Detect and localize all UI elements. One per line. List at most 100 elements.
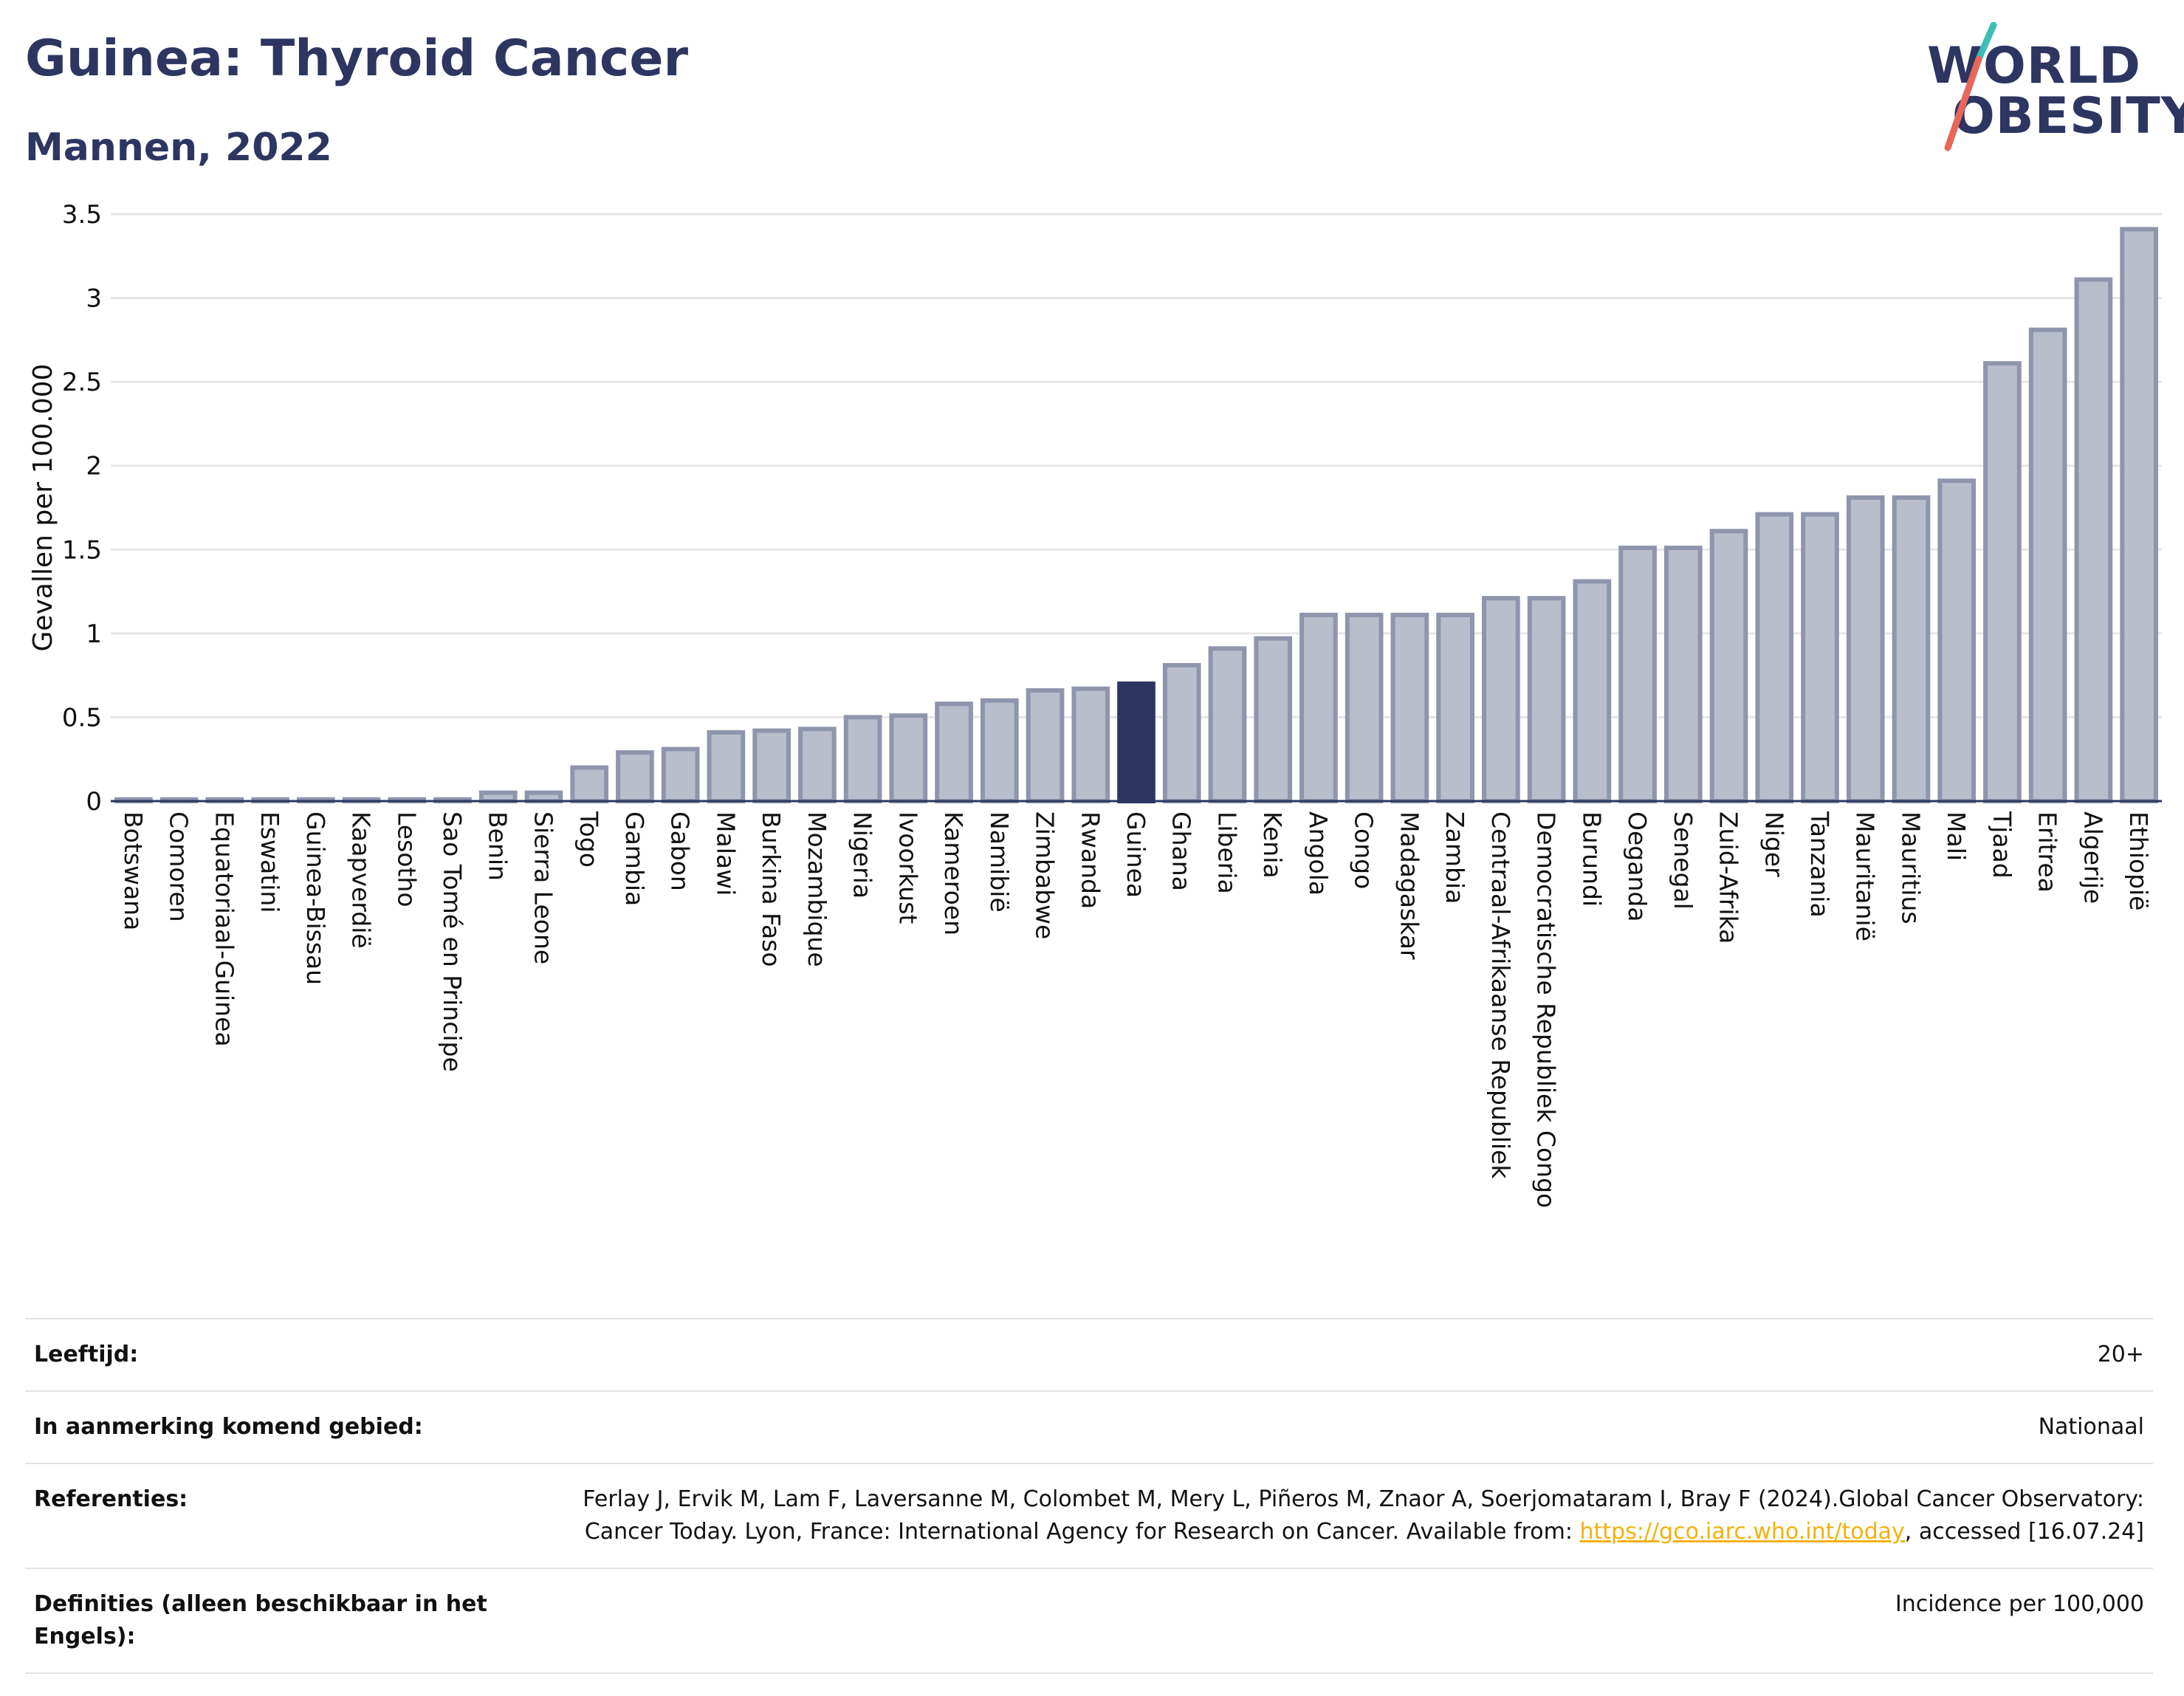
- info-label: Definities (alleen beschikbaar in het En…: [34, 1591, 487, 1649]
- bar: [524, 790, 563, 804]
- x-tick-label: Zuid-Afrika: [1714, 811, 1743, 944]
- info-table: Leeftijd: 20+ In aanmerking komend gebie…: [25, 1318, 2153, 1674]
- x-tick-label: Algerije: [2078, 811, 2107, 904]
- y-tick-label: 1.5: [62, 535, 102, 565]
- x-tick-label: Ivoorkust: [893, 811, 922, 924]
- bar: [843, 715, 882, 804]
- x-tick-label: Sao Tomé en Principe: [438, 811, 467, 1072]
- info-value: 20+: [2097, 1342, 2144, 1367]
- x-tick-label: Malawi: [711, 811, 740, 896]
- x-tick-label: Zambia: [1440, 811, 1469, 904]
- bar: [1436, 612, 1474, 803]
- bar: [1345, 612, 1384, 803]
- x-tick-label: Botswana: [119, 811, 148, 930]
- y-tick-labels: 0 0.5 1 1.5 2 2.5 3 3.5: [62, 200, 102, 817]
- x-tick-label: Rwanda: [1076, 811, 1105, 909]
- x-tick-label: Comoren: [165, 811, 193, 922]
- info-value: Incidence per 100,000: [1895, 1591, 2144, 1617]
- bar-highlighted: [1117, 682, 1155, 803]
- bar: [478, 790, 518, 804]
- logo-slash-icon: [1944, 22, 1997, 151]
- x-tick-label: Tjaad: [1988, 811, 2016, 879]
- bar: [1755, 512, 1794, 803]
- x-tick-label: Eritrea: [2033, 811, 2062, 893]
- logo-line1: WORLD: [1927, 37, 2141, 95]
- x-tick-label: Burundi: [1577, 811, 1606, 907]
- bar: [570, 765, 609, 803]
- bars: [114, 227, 2158, 804]
- reference-accessed: , accessed [16.07.24]: [1904, 1519, 2144, 1545]
- info-label: Leeftijd:: [34, 1342, 139, 1367]
- bar: [1846, 495, 1885, 803]
- x-tick-label: Congo: [1350, 811, 1378, 889]
- x-tick-label: Mauritanië: [1851, 811, 1880, 941]
- bar: [1162, 663, 1201, 803]
- y-axis-label: Gevallen per 100.000: [28, 364, 58, 652]
- bar: [2074, 277, 2113, 804]
- bar: [1983, 361, 2022, 803]
- info-row-references: Referenties: Ferlay J, Ervik M, Lam F, L…: [25, 1463, 2153, 1568]
- y-tick-label: 2: [86, 452, 102, 481]
- info-label: In aanmerking komend gebied:: [34, 1414, 423, 1440]
- info-row-area: In aanmerking komend gebied: Nationaal: [25, 1390, 2153, 1463]
- info-row-definitions: Definities (alleen beschikbaar in het En…: [25, 1568, 2153, 1674]
- x-tick-label: Eswatini: [255, 811, 284, 913]
- bar: [1208, 646, 1247, 803]
- x-tick-label: Senegal: [1669, 811, 1697, 910]
- x-tick-label: Guinea-Bissau: [301, 811, 330, 985]
- info-label: Referenties:: [34, 1486, 188, 1512]
- reference-link[interactable]: https://gco.iarc.who.int/today: [1579, 1519, 1905, 1545]
- y-tick-label: 0: [86, 787, 102, 817]
- bar: [1937, 478, 1977, 803]
- bar: [1709, 529, 1748, 803]
- page-title: Guinea: Thyroid Cancer: [25, 30, 689, 88]
- bar: [1482, 596, 1520, 804]
- x-tick-label: Kaapverdië: [347, 811, 376, 949]
- x-tick-label: Kenia: [1258, 811, 1287, 879]
- x-tick-label: Equatoriaal-Guinea: [210, 811, 238, 1047]
- x-tick-label: Niger: [1759, 811, 1788, 877]
- info-row-age: Leeftijd: 20+: [25, 1318, 2153, 1390]
- x-tick-label: Kameroen: [939, 811, 968, 935]
- bar: [707, 729, 746, 803]
- reference-text: Ferlay J, Ervik M, Lam F, Laversanne M, …: [583, 1486, 2144, 1545]
- y-tick-label: 3: [86, 284, 102, 314]
- bar: [2120, 227, 2158, 803]
- bar: [1254, 636, 1293, 804]
- x-tick-label: Sierra Leone: [529, 811, 557, 964]
- bar: [935, 701, 973, 803]
- bar: [616, 750, 654, 804]
- bar: [1527, 596, 1566, 804]
- logo-line2: OBESITY: [1952, 87, 2184, 145]
- x-tick-label: Angola: [1304, 811, 1333, 896]
- y-tick-label: 2.5: [62, 368, 102, 397]
- bar: [1071, 686, 1110, 803]
- x-tick-label: Liberia: [1212, 811, 1241, 894]
- bar: [1618, 546, 1657, 803]
- bar: [1390, 612, 1429, 803]
- world-obesity-logo[interactable]: WORLD OBESITY: [1927, 22, 2184, 155]
- x-tick-label: Benin: [484, 811, 512, 881]
- x-tick-label: Gabon: [666, 811, 695, 891]
- page-subtitle: Mannen, 2022: [25, 126, 332, 170]
- x-tick-label: Tanzania: [1805, 811, 1834, 918]
- x-tick-label: Oeganda: [1623, 811, 1652, 922]
- bar: [798, 727, 837, 803]
- bar: [1892, 495, 1931, 803]
- y-tick-label: 0.5: [62, 703, 102, 732]
- info-value: Ferlay J, Ervik M, Lam F, Laversanne M, …: [520, 1483, 2144, 1548]
- x-tick-label: Burkina Faso: [757, 811, 786, 967]
- y-tick-label: 1: [86, 619, 102, 649]
- bar: [1801, 512, 1839, 803]
- bar-chart: 0 0.5 1 1.5 2 2.5 3 3.5 Gevallen per 100.000 Bo…: [28, 200, 2162, 1208]
- x-tick-label: Togo: [574, 811, 603, 868]
- x-tick-label: Ethiopië: [2124, 811, 2153, 910]
- x-tick-label: Mali: [1942, 811, 1971, 861]
- bar: [889, 713, 928, 804]
- x-tick-label: Guinea: [1122, 811, 1150, 898]
- x-tick-label: Democratische Republiek Congo: [1532, 811, 1561, 1208]
- bar: [661, 746, 700, 803]
- x-tick-label: Nigeria: [848, 811, 877, 899]
- x-tick-label: Madagaskar: [1395, 811, 1424, 960]
- bar: [1573, 579, 1612, 803]
